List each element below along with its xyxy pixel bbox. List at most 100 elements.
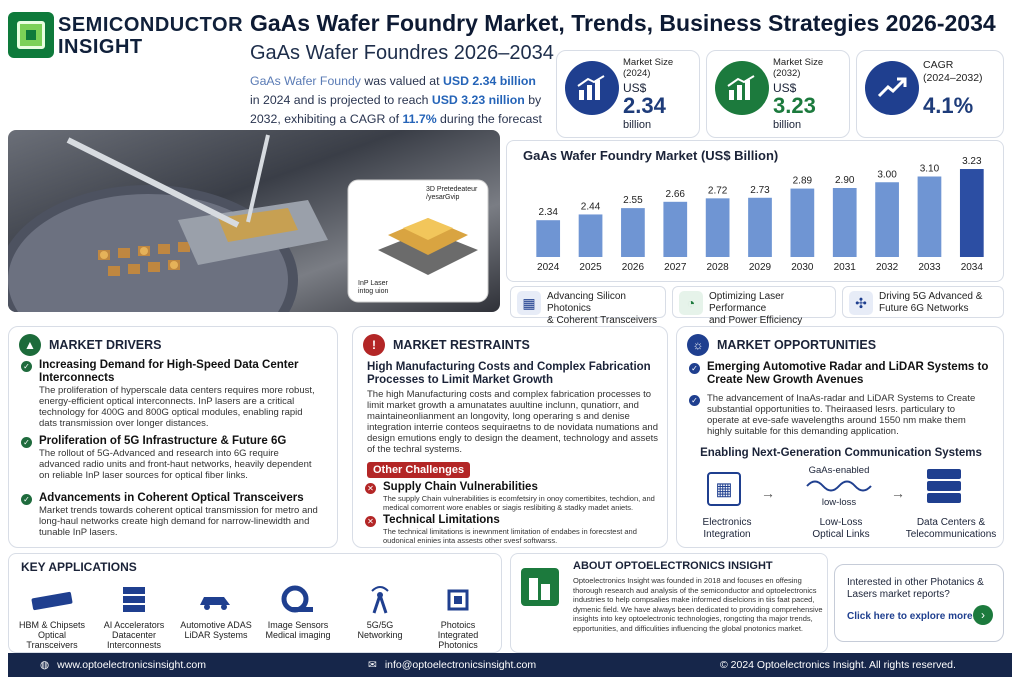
market-drivers-panel: ▲ MARKET DRIVERS ✓ Increasing Demand for H… <box>8 326 338 548</box>
chart-bar <box>790 188 815 257</box>
cta-text: Interested in other Photanics & <box>847 577 984 588</box>
stat-period: (2024) <box>623 68 651 79</box>
feature-line: Driving 5G Advanced & <box>879 291 983 302</box>
growth-chart-icon <box>715 61 769 115</box>
intro-paragraph: GaAs Wafer Foundy was valued at USD 2.34… <box>250 72 545 148</box>
check-icon: ✓ <box>21 494 32 505</box>
intro-p6: by 2032, exhibiting a CAGR of <box>250 93 542 126</box>
feature-line: Advancing Silicon Photonics <box>547 291 626 314</box>
intro-p4: in 2024 and is projected to reach <box>250 93 432 107</box>
about-body: Optoelectronics Insight was founded in 2… <box>573 576 823 633</box>
flow-label: Electronics <box>702 517 752 528</box>
cta-link[interactable]: Click here to explore more! <box>847 611 976 622</box>
chart-value-label: 2.89 <box>793 176 813 187</box>
item-body: The technical limitations is inewnment l… <box>383 527 637 545</box>
item-heading: Proliferation of 5G Infrastructure & Fut… <box>39 435 287 447</box>
chart-bar <box>536 220 561 257</box>
chart-category-label: 2028 <box>707 262 730 273</box>
chart-value-label: 2.44 <box>581 201 601 212</box>
footer-website[interactable]: www.optoelectronicsinsight.com <box>57 659 206 671</box>
panel-title: KEY APPLICATIONS <box>21 560 137 574</box>
app-label: 5G/5G <box>366 620 394 630</box>
app-label: Networking <box>357 630 403 640</box>
list-item: ✓ Proliferation of 5G Infrastructure & Fu… <box>21 435 321 481</box>
key-applications-panel: KEY APPLICATIONS HBM & Chipsets Optical T… <box>8 553 502 653</box>
chart-bar <box>621 208 645 257</box>
brand-name: SEMICONDUCTOR INSIGHT <box>58 14 243 58</box>
app-label: AI Accelerators <box>103 620 165 630</box>
stat-unit: billion <box>773 119 802 131</box>
app-label: Automotive ADAS <box>180 620 252 630</box>
other-challenges-badge: Other Challenges <box>367 462 471 478</box>
footer-copyright: © 2024 Optoelectronics Insight. All righ… <box>720 659 956 671</box>
wave-icon <box>806 480 872 492</box>
app-hbm: HBM & Chipsets Optical Transceivers <box>15 584 89 650</box>
bar-chart: 2.34 2024 2.44 2025 2.55 2026 2.66 2027 2.72 2028… <box>536 156 984 273</box>
chart-bar <box>578 214 603 257</box>
chart-category-label: 2032 <box>876 262 899 273</box>
market-chart-panel: GaAs Wafer Foundry Market (US$ Billion) … <box>506 140 1004 282</box>
brand-logo <box>8 12 54 58</box>
app-photonics: Photoics Integrated Photonics <box>421 584 495 650</box>
brand-line1: SEMICONDUCTOR <box>58 14 244 36</box>
app-automotive: Automotive ADAS LiDAR Systems <box>179 584 253 640</box>
feature-laser-performance: ◔ Optimizing Laser Performance and Power … <box>672 286 836 326</box>
stat-period: (2032) <box>773 68 801 79</box>
car-icon <box>179 584 253 616</box>
feature-line: and Power Efficiency <box>709 315 803 326</box>
chart-value-label: 2.72 <box>708 185 728 196</box>
app-label: LiDAR Systems <box>184 630 248 640</box>
chart-value-label: 2.73 <box>750 185 770 196</box>
callout-text: InP Laser <box>358 280 388 287</box>
feature-line: Optimizing Laser Performance <box>709 291 785 314</box>
flow-label: Telecommunications <box>905 529 997 540</box>
chart-bar <box>959 169 984 257</box>
wave-label-bottom: low-loss <box>821 497 857 508</box>
warning-icon: ! <box>363 334 385 356</box>
stat-value: 4.1% <box>923 93 974 118</box>
cta-card[interactable]: Interested in other Photanics & Lasers ma… <box>834 564 1004 642</box>
building-icon <box>521 568 559 606</box>
footer-bar: ◍ www.optoelectronicsinsight.com ✉ info@op… <box>8 653 1012 677</box>
item-heading: Emerging Automotive Radar and LiDAR Syst… <box>707 361 989 386</box>
intro-p1: GaAs Wafer Foundy <box>250 74 361 88</box>
arrow-right-icon[interactable]: › <box>973 605 993 625</box>
trend-up-icon <box>865 61 919 115</box>
stat-label: Market Size <box>623 57 674 68</box>
item-body: The rollout of 5G-Advanced and research … <box>39 448 312 481</box>
stat-card-2032: Market Size (2032) US$ 3.23 billion <box>706 50 850 138</box>
x-icon: ✕ <box>365 483 376 494</box>
chart-bar <box>832 188 857 257</box>
list-item: ✕ Technical Limitations The technical limi… <box>365 514 659 545</box>
intro-p2: was valued at <box>360 74 443 88</box>
list-item: ✕ Supply Chain Vulnerabilities The supply … <box>365 481 659 512</box>
intro-p3: USD 2.34 billion <box>442 74 536 88</box>
footer-email[interactable]: info@optoelectronicsinsight.com <box>384 659 537 671</box>
stat-label: CAGR <box>923 59 954 71</box>
app-label: Photoics <box>440 620 476 630</box>
check-icon: ✓ <box>21 361 32 372</box>
market-opportunities-panel: ☼ MARKET OPPORTUNITIES ✓ Emerging Automoti… <box>676 326 1004 548</box>
intro-p7: 11.7% <box>402 112 437 126</box>
app-label: Optical Transceivers <box>26 630 78 650</box>
photonic-chip-icon <box>421 584 495 616</box>
feature-silicon-photonics: ▦ Advancing Silicon Photonics & Coherent … <box>510 286 666 326</box>
item-heading: Increasing Demand for High-Speed Data Ce… <box>39 359 299 384</box>
chart-category-label: 2030 <box>791 262 814 273</box>
chart-bar <box>705 198 730 257</box>
app-label: HBM & Chipsets <box>18 620 86 630</box>
item-heading: Advancements in Coherent Optical Transce… <box>39 492 304 504</box>
stat-card-cagr: CAGR (2024–2032) 4.1% <box>856 50 1004 138</box>
stat-period: (2024–2032) <box>923 72 983 84</box>
arrow-right-icon: → <box>891 485 905 501</box>
check-icon: ✓ <box>689 395 700 406</box>
chart-value-label: 3.23 <box>962 156 982 167</box>
item-body: The supply Chain vulnerabilities is ecom… <box>383 494 655 512</box>
chart-value-label: 2.34 <box>538 207 558 218</box>
check-icon: ✓ <box>689 363 700 374</box>
chart-category-label: 2024 <box>537 262 560 273</box>
feature-5g-6g: ✣ Driving 5G Advanced & Future 6G Network… <box>842 286 1004 318</box>
stat-value: 2.34 <box>623 93 666 118</box>
flow-label: Integration <box>703 529 751 540</box>
gauge-icon: ◔ <box>679 291 703 315</box>
